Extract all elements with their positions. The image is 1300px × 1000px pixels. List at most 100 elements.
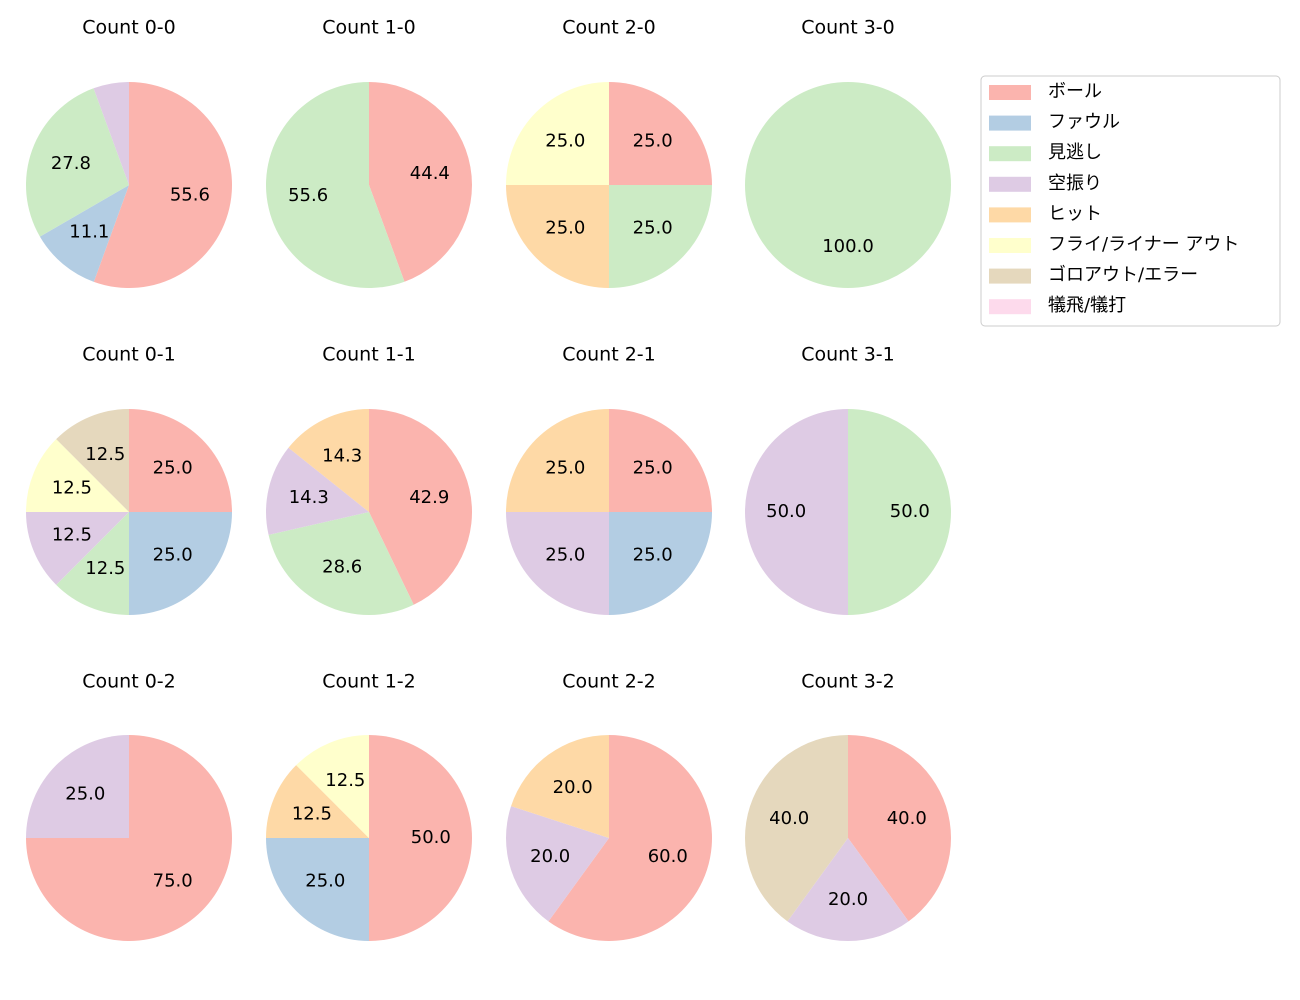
pie-slice (296, 735, 369, 838)
slice-label: 25.0 (153, 457, 193, 478)
legend-swatch (989, 146, 1031, 162)
pie-slice (745, 409, 848, 615)
pie-title: Count 2-0 (562, 17, 656, 39)
pie-slice (26, 512, 129, 585)
legend-swatch (989, 268, 1031, 284)
pie-slice (265, 447, 369, 535)
pie-title: Count 0-0 (82, 17, 176, 39)
slice-label: 50.0 (766, 501, 806, 522)
pie-slice (26, 735, 129, 838)
pie-title: Count 1-0 (322, 17, 416, 39)
slice-label: 12.5 (85, 444, 125, 465)
slice-label: 25.0 (65, 783, 105, 804)
pie-title: Count 3-0 (801, 17, 895, 39)
legend-label: ボール (1048, 81, 1102, 102)
legend-swatch (989, 176, 1031, 192)
slice-label: 25.0 (305, 871, 345, 892)
slice-label: 11.1 (69, 221, 109, 242)
pie-slice (848, 409, 951, 615)
pie-slice (609, 512, 712, 615)
slice-label: 12.5 (292, 803, 332, 824)
slice-label: 20.0 (553, 777, 593, 798)
pie-slice (26, 88, 130, 237)
pie-slice (93, 82, 129, 185)
slice-label: 12.5 (325, 770, 365, 791)
pie-slice (56, 409, 130, 512)
pie-slice (506, 185, 609, 288)
pie-slice (506, 82, 609, 185)
legend-swatch (989, 207, 1031, 223)
pie-slice (268, 512, 414, 615)
slice-label: 12.5 (52, 477, 92, 498)
pie-slice (369, 409, 473, 605)
slice-label: 28.6 (322, 557, 362, 578)
pie-title: Count 3-1 (801, 344, 895, 366)
pie-slice (265, 82, 405, 289)
slice-label: 25.0 (545, 130, 585, 151)
slice-label: 14.3 (289, 487, 329, 508)
legend-label: ゴロアウト/エラー (1048, 265, 1198, 286)
legend-label: ファウル (1048, 112, 1120, 133)
slice-label: 27.8 (51, 153, 91, 174)
slice-label: 50.0 (890, 501, 930, 522)
slice-label: 25.0 (545, 457, 585, 478)
slice-label: 20.0 (828, 889, 868, 910)
pie-title: Count 0-2 (82, 671, 176, 693)
legend-label: 空振り (1048, 173, 1102, 194)
slice-label: 60.0 (648, 846, 688, 867)
pie-slice (26, 439, 129, 512)
slice-label: 14.3 (322, 445, 362, 466)
legend-swatch (989, 115, 1031, 131)
pie-title: Count 1-2 (322, 671, 416, 693)
pie-title: Count 1-1 (322, 344, 416, 366)
slice-label: 25.0 (153, 545, 193, 566)
pie-title: Count 0-1 (82, 344, 176, 366)
pie-slice (39, 185, 129, 282)
slice-label: 12.5 (52, 525, 92, 546)
slice-label: 25.0 (545, 218, 585, 239)
legend-swatch (989, 238, 1031, 253)
slice-label: 40.0 (769, 808, 809, 829)
pie-slice (56, 512, 130, 615)
pie-slice (288, 409, 369, 512)
pie-slice (506, 512, 609, 615)
pie-slice (609, 409, 712, 512)
slice-label: 25.0 (545, 545, 585, 566)
slice-label: 25.0 (633, 130, 673, 151)
pie-slice (511, 735, 609, 838)
slice-label: 55.6 (170, 185, 210, 206)
slice-label: 100.0 (822, 236, 874, 257)
slice-label: 25.0 (633, 457, 673, 478)
pie-title: Count 2-2 (562, 671, 656, 693)
slice-label: 50.0 (411, 827, 451, 848)
legend-box (980, 75, 1281, 327)
pie-title: Count 2-1 (562, 344, 656, 366)
slice-label: 25.0 (633, 545, 673, 566)
pie-slice (369, 82, 472, 282)
pie-slice (506, 409, 609, 512)
pie-title: Count 3-2 (801, 671, 895, 693)
pie-slice (745, 82, 951, 288)
slice-label: 75.0 (153, 871, 193, 892)
pie-slice (93, 82, 232, 289)
slice-label: 55.6 (288, 185, 328, 206)
legend-swatch (989, 85, 1031, 100)
pie-slice (506, 806, 609, 922)
pie-slice (848, 735, 951, 922)
slice-label: 42.9 (409, 487, 449, 508)
pie-slice (609, 185, 712, 288)
slice-label: 20.0 (530, 846, 570, 867)
legend-swatch (989, 299, 1031, 315)
pie-slice (266, 838, 369, 941)
legend-label: フライ/ライナー アウト (1048, 234, 1239, 255)
slice-label: 12.5 (85, 558, 125, 579)
pie-slice (129, 512, 232, 615)
slice-label: 25.0 (633, 218, 673, 239)
pie-slice (744, 735, 848, 922)
slice-label: 44.4 (410, 163, 450, 184)
pie-slice (266, 765, 369, 838)
pie-slice (787, 838, 909, 941)
pie-slice (369, 735, 472, 941)
legend-label: ヒット (1048, 203, 1102, 224)
